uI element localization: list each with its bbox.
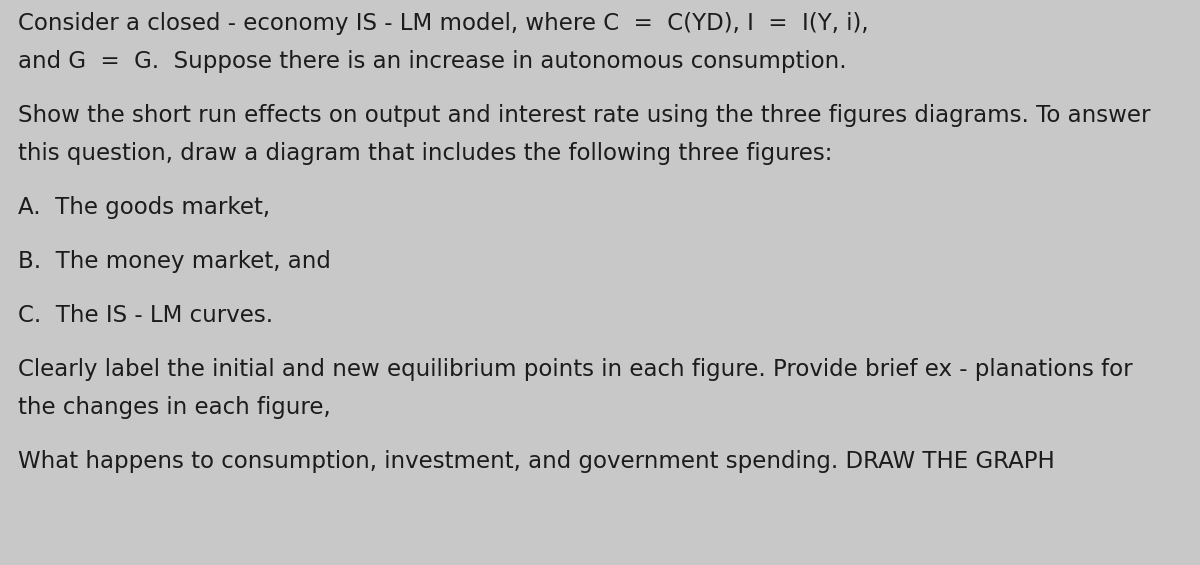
Text: A.  The goods market,: A. The goods market, (18, 196, 270, 219)
Text: and G  =  G.  Suppose there is an increase in autonomous consumption.: and G = G. Suppose there is an increase … (18, 50, 847, 73)
Text: B.  The money market, and: B. The money market, and (18, 250, 331, 273)
Text: C.  The IS - LM curves.: C. The IS - LM curves. (18, 304, 274, 327)
Text: What happens to consumption, investment, and government spending. DRAW THE GRAPH: What happens to consumption, investment,… (18, 450, 1055, 473)
Text: Show the short run effects on output and interest rate using the three figures d: Show the short run effects on output and… (18, 104, 1151, 127)
Text: Consider a closed - economy IS - LM model, where C  =  C(YD), I  =  I(Y, i),: Consider a closed - economy IS - LM mode… (18, 12, 869, 35)
Text: this question, draw a diagram that includes the following three figures:: this question, draw a diagram that inclu… (18, 142, 833, 165)
Text: Clearly label the initial and new equilibrium points in each figure. Provide bri: Clearly label the initial and new equili… (18, 358, 1133, 381)
Text: the changes in each figure,: the changes in each figure, (18, 396, 331, 419)
